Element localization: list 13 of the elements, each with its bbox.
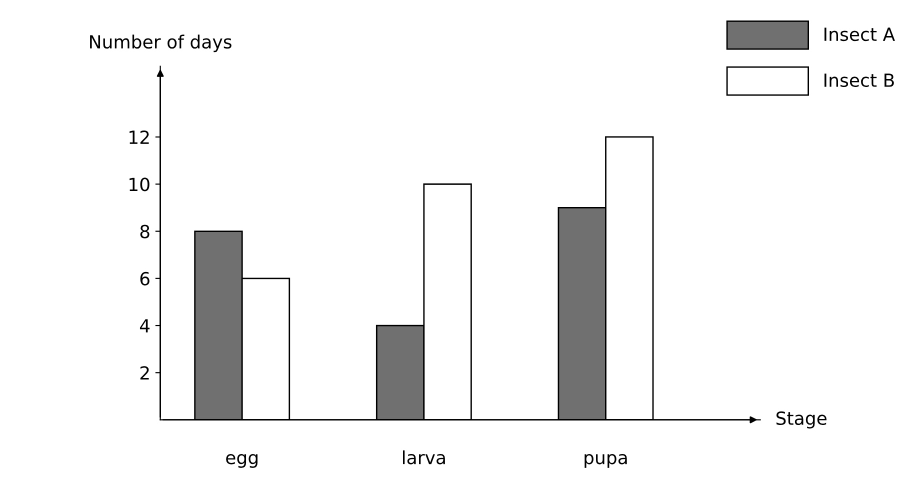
- y-tick-label: 12: [130, 130, 149, 144]
- y-tick-label: 2: [140, 366, 149, 380]
- x-tick-label: egg: [226, 454, 258, 468]
- y-tick-label: 6: [140, 272, 150, 286]
- x-axis-title: Stage: [776, 411, 826, 429]
- y-tick-label: 4: [140, 319, 150, 332]
- x-tick-label: larva: [403, 450, 445, 464]
- y-tick-label: 10: [130, 178, 150, 192]
- legend-label: Insect A: [824, 28, 895, 42]
- y-tick-label: 8: [140, 224, 150, 238]
- y-axis-title: Number of days: [90, 34, 232, 52]
- legend-label: Insect B: [824, 74, 894, 88]
- x-tick-label: pupa: [584, 454, 627, 468]
